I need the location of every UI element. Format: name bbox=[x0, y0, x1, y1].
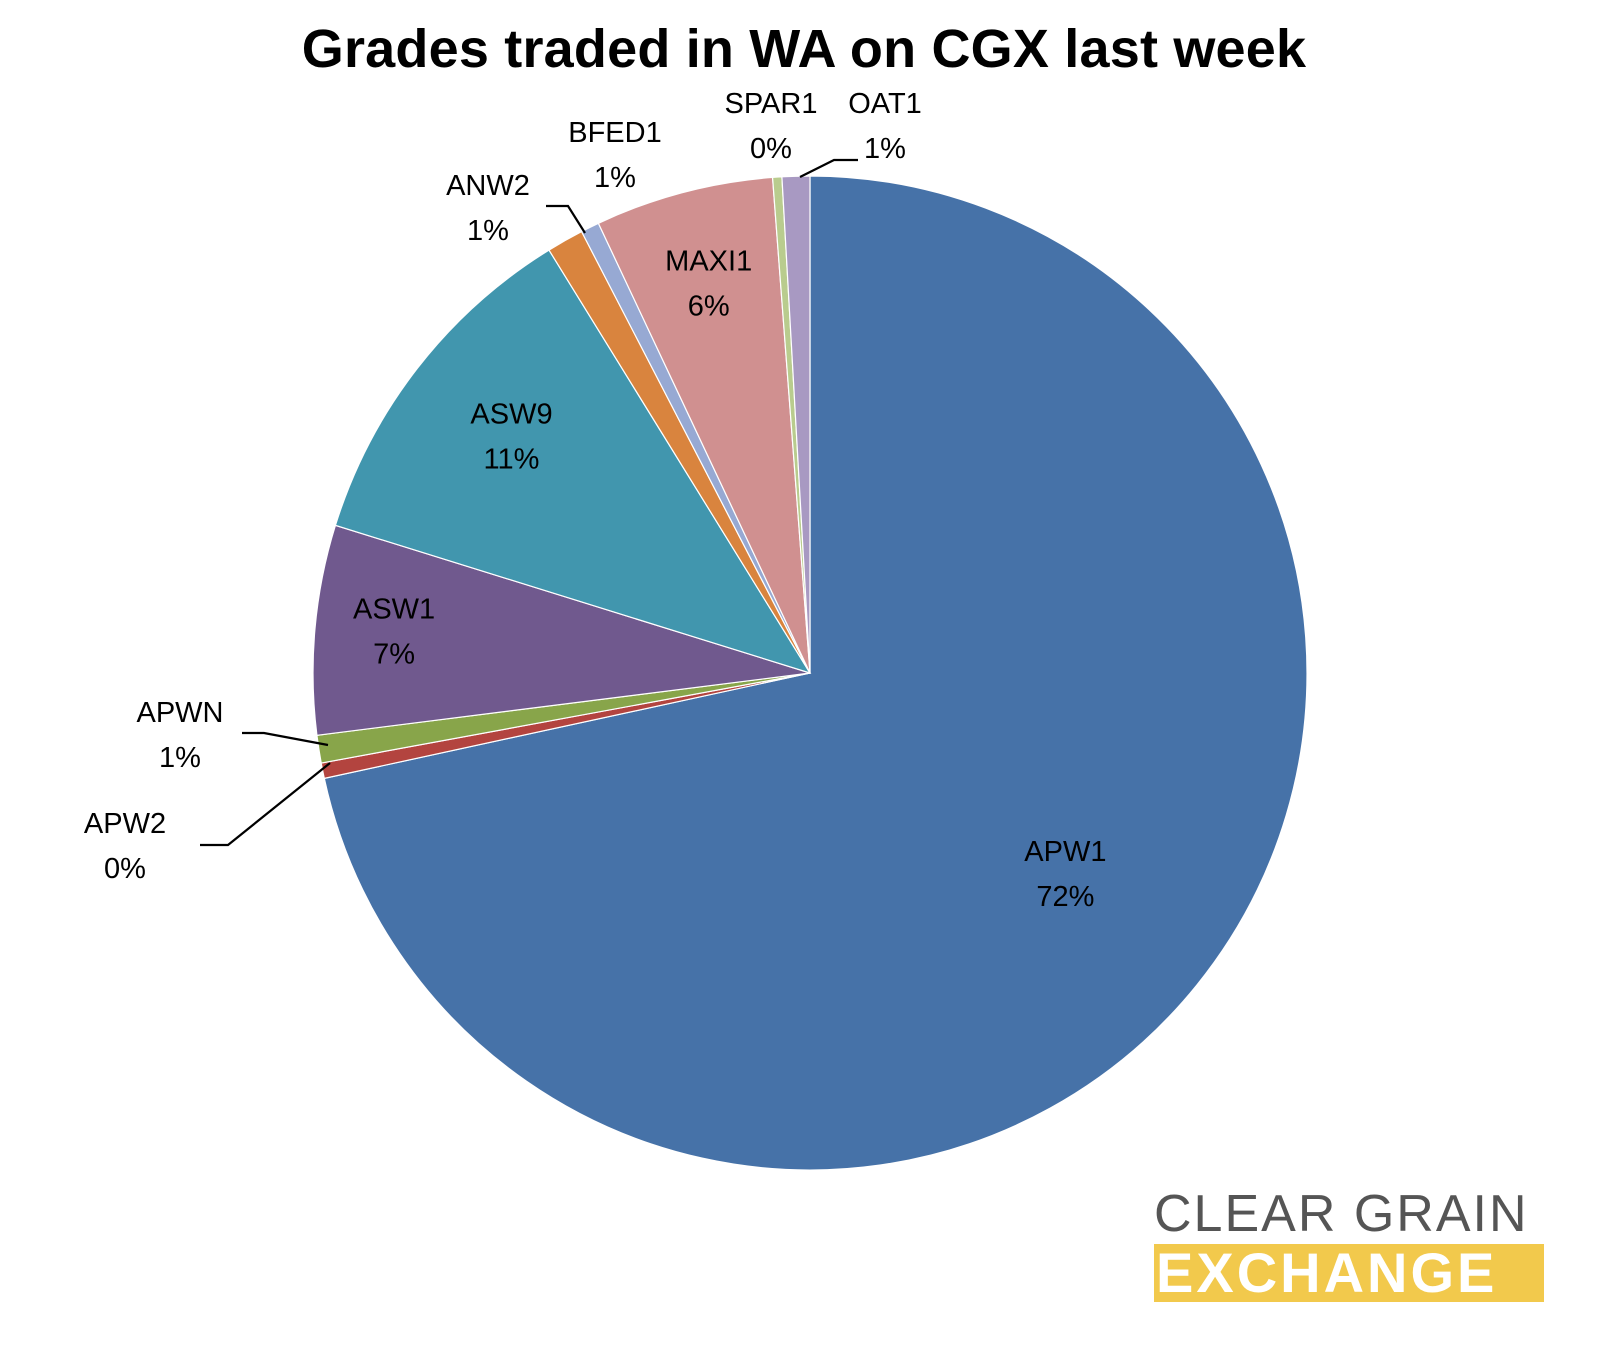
slice-percent-bfed1: 1% bbox=[594, 162, 636, 194]
leader-line-apw2 bbox=[200, 762, 331, 847]
slice-label-maxi1: MAXI1 bbox=[665, 246, 752, 278]
slice-label-apw2: APW2 bbox=[84, 808, 166, 840]
leader-line-oat1 bbox=[799, 158, 858, 178]
slice-maxi1 bbox=[597, 176, 811, 674]
slice-oat1 bbox=[781, 175, 811, 674]
slice-percent-oat1: 1% bbox=[864, 133, 906, 165]
slice-percent-apwn: 1% bbox=[159, 742, 201, 774]
slice-percent-spar1: 0% bbox=[750, 133, 792, 165]
slice-percent-apw1: 72% bbox=[1036, 881, 1094, 913]
slice-percent-asw9: 11% bbox=[484, 444, 540, 476]
slice-label-asw1: ASW1 bbox=[353, 593, 435, 625]
slice-percent-apw2: 0% bbox=[104, 853, 146, 885]
slice-label-asw9: ASW9 bbox=[470, 399, 552, 431]
clear-grain-exchange-logo: CLEAR GRAIN EXCHANGE bbox=[1154, 1188, 1544, 1302]
slice-label-apwn: APWN bbox=[137, 697, 224, 729]
chart-title: Grades traded in WA on CGX last week bbox=[301, 19, 1307, 79]
slice-asw1 bbox=[312, 524, 811, 736]
leader-line-anw2 bbox=[546, 204, 586, 234]
slice-label-spar1: SPAR1 bbox=[725, 88, 818, 120]
slice-label-apw1: APW1 bbox=[1024, 836, 1106, 868]
logo-line2: EXCHANGE bbox=[1154, 1244, 1544, 1302]
slice-label-anw2: ANW2 bbox=[446, 170, 530, 202]
slice-asw9 bbox=[334, 249, 812, 675]
logo-line1: CLEAR GRAIN bbox=[1154, 1185, 1529, 1243]
slice-percent-asw1: 7% bbox=[373, 638, 415, 670]
slice-label-oat1: OAT1 bbox=[848, 88, 922, 120]
slice-apw1 bbox=[323, 175, 1308, 1171]
leader-line-apwn bbox=[242, 731, 329, 747]
slice-percent-anw2: 1% bbox=[467, 215, 509, 247]
slice-percent-maxi1: 6% bbox=[688, 291, 730, 323]
slice-label-bfed1: BFED1 bbox=[568, 117, 661, 149]
